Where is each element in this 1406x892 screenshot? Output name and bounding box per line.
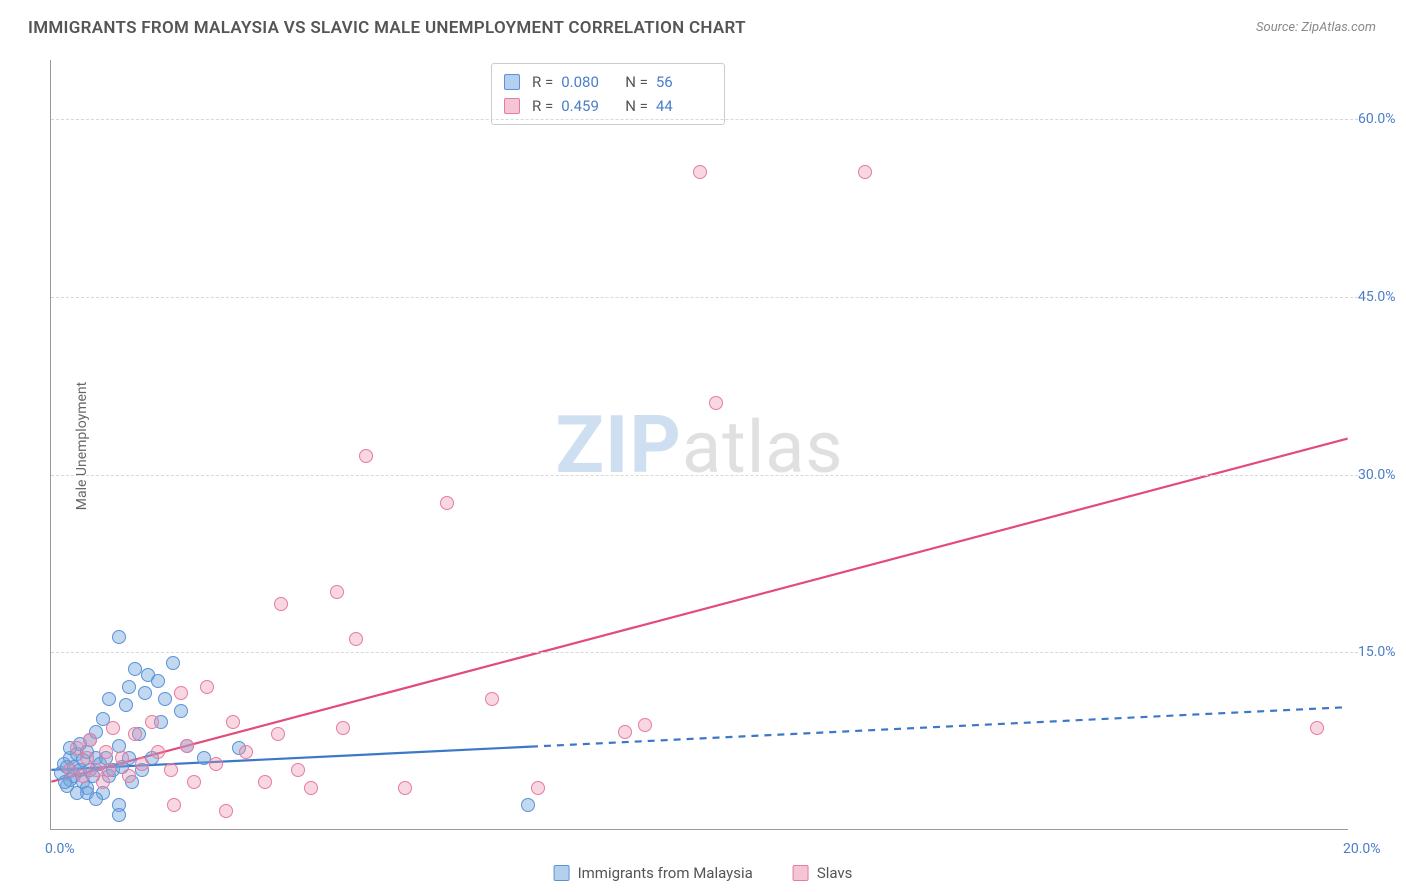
- data-point: [709, 396, 723, 410]
- data-point: [83, 733, 97, 747]
- data-point: [271, 727, 285, 741]
- data-point: [167, 798, 181, 812]
- data-point: [135, 757, 149, 771]
- data-point: [330, 585, 344, 599]
- data-point: [145, 715, 159, 729]
- bottom-legend: Immigrants from Malaysia Slavs: [554, 864, 853, 882]
- stats-r-value: 0.459: [561, 94, 613, 118]
- data-point: [531, 781, 545, 795]
- data-point: [119, 698, 133, 712]
- stats-n-value: 56: [656, 70, 708, 94]
- data-point: [197, 751, 211, 765]
- data-point: [174, 686, 188, 700]
- data-point: [122, 680, 136, 694]
- legend-item: Slavs: [793, 864, 853, 882]
- data-point: [99, 745, 113, 759]
- legend-swatch: [793, 865, 809, 881]
- stats-r-label: R =: [532, 70, 553, 94]
- data-point: [166, 656, 180, 670]
- data-point: [128, 662, 142, 676]
- data-point: [115, 751, 129, 765]
- y-tick-label: 30.0%: [1358, 467, 1406, 483]
- data-point: [151, 745, 165, 759]
- data-point: [158, 692, 172, 706]
- data-point: [180, 739, 194, 753]
- gridline: [51, 119, 1358, 120]
- plot-area: ZIPatlas R =0.080N =56R =0.459N =44 15.0…: [50, 60, 1348, 830]
- y-tick-label: 15.0%: [1358, 644, 1406, 660]
- data-point: [304, 781, 318, 795]
- data-point: [485, 692, 499, 706]
- data-point: [336, 721, 350, 735]
- gridline: [51, 475, 1358, 476]
- data-point: [239, 745, 253, 759]
- legend-swatch: [554, 865, 570, 881]
- x-tick-label: 0.0%: [45, 841, 75, 857]
- data-point: [138, 686, 152, 700]
- stats-r-label: R =: [532, 94, 553, 118]
- data-point: [151, 674, 165, 688]
- stats-row: R = 0.459 N = 44: [504, 94, 708, 118]
- data-point: [226, 715, 240, 729]
- legend-swatch: [504, 74, 520, 90]
- data-point: [291, 763, 305, 777]
- data-point: [209, 757, 223, 771]
- legend-item: Immigrants from Malaysia: [554, 864, 753, 882]
- data-point: [440, 496, 454, 510]
- data-point: [174, 704, 188, 718]
- data-point: [219, 804, 233, 818]
- data-point: [274, 597, 288, 611]
- data-point: [102, 763, 116, 777]
- data-point: [70, 786, 84, 800]
- data-point: [106, 721, 120, 735]
- data-point: [128, 727, 142, 741]
- data-point: [349, 632, 363, 646]
- data-point: [187, 775, 201, 789]
- data-point: [63, 763, 77, 777]
- x-tick-label: 20.0%: [1343, 841, 1381, 857]
- trend-line-solid: [51, 439, 1347, 782]
- stats-n-value: 44: [656, 94, 708, 118]
- data-point: [89, 792, 103, 806]
- gridline: [51, 652, 1358, 653]
- data-point: [102, 692, 116, 706]
- source-label: Source: ZipAtlas.com: [1256, 20, 1376, 35]
- data-point: [112, 630, 126, 644]
- stats-legend-box: R = 0.080 N = 56 R = 0.459 N = 44: [491, 63, 725, 125]
- data-point: [122, 769, 136, 783]
- data-point: [76, 769, 90, 783]
- stats-n-label: N =: [625, 70, 648, 94]
- data-point: [618, 725, 632, 739]
- data-point: [398, 781, 412, 795]
- data-point: [521, 798, 535, 812]
- stats-row: R = 0.080 N = 56: [504, 70, 708, 94]
- trend-line-dashed: [531, 707, 1348, 747]
- legend-label: Slavs: [817, 864, 853, 882]
- data-point: [359, 449, 373, 463]
- data-point: [638, 718, 652, 732]
- y-tick-label: 45.0%: [1358, 289, 1406, 305]
- y-tick-label: 60.0%: [1358, 111, 1406, 127]
- gridline: [51, 297, 1358, 298]
- data-point: [112, 808, 126, 822]
- data-point: [164, 763, 178, 777]
- data-point: [200, 680, 214, 694]
- stats-n-label: N =: [625, 94, 648, 118]
- legend-swatch: [504, 98, 520, 114]
- data-point: [80, 751, 94, 765]
- data-point: [858, 165, 872, 179]
- data-point: [693, 165, 707, 179]
- data-point: [258, 775, 272, 789]
- legend-label: Immigrants from Malaysia: [578, 864, 753, 882]
- stats-r-value: 0.080: [561, 70, 613, 94]
- chart-title: IMMIGRANTS FROM MALAYSIA VS SLAVIC MALE …: [28, 18, 746, 38]
- data-point: [1310, 721, 1324, 735]
